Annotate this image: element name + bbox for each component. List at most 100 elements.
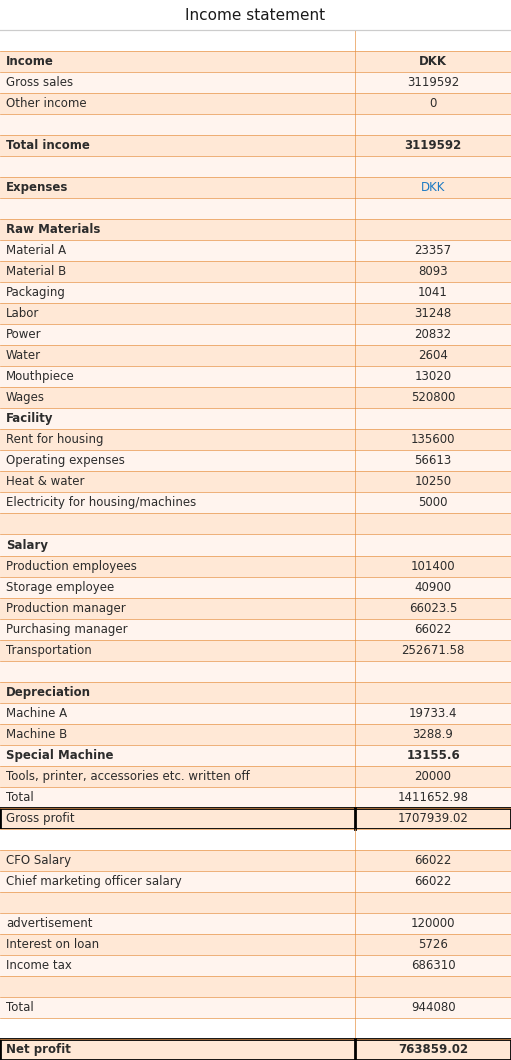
Bar [0,639,511,660]
Text: Salary: Salary [6,538,48,551]
Text: 20000: 20000 [414,770,452,782]
Text: 5726: 5726 [418,938,448,951]
Bar [0,1039,511,1060]
Text: 1707939.02: 1707939.02 [398,812,469,825]
Text: 3119592: 3119592 [404,139,462,153]
Text: Wages: Wages [6,391,45,404]
Text: Material A: Material A [6,244,66,258]
Text: 135600: 135600 [411,434,455,446]
Text: Total: Total [6,1001,34,1014]
Bar [0,135,511,156]
Text: Income tax: Income tax [6,959,72,972]
Bar [0,72,511,93]
Text: 120000: 120000 [411,917,455,930]
Text: 56613: 56613 [414,455,452,467]
Text: 101400: 101400 [411,560,455,572]
Bar [0,787,511,808]
Bar [0,472,511,493]
Text: Chief marketing officer salary: Chief marketing officer salary [6,874,182,888]
Text: 944080: 944080 [411,1001,455,1014]
Text: 763859.02: 763859.02 [398,1043,468,1056]
Bar [0,367,511,387]
Bar [0,303,511,324]
Bar [0,93,511,114]
Bar [0,387,511,408]
Text: DKK: DKK [421,181,445,194]
Text: 19733.4: 19733.4 [409,707,457,720]
Bar [0,765,511,787]
Bar [0,976,511,997]
Bar [0,219,511,241]
Bar [0,534,511,555]
Bar [0,30,511,51]
Text: 5000: 5000 [419,496,448,510]
Text: Material B: Material B [6,265,66,278]
Bar [0,955,511,976]
Text: 40900: 40900 [414,581,452,594]
Bar [0,429,511,450]
Bar [0,450,511,472]
Bar [0,324,511,346]
Bar [0,913,511,934]
Bar [0,493,511,513]
Text: 31248: 31248 [414,307,452,320]
Bar [0,997,511,1018]
Text: Interest on loan: Interest on loan [6,938,99,951]
Bar [0,177,511,198]
Text: 686310: 686310 [411,959,455,972]
Bar [0,1018,511,1039]
Text: Machine B: Machine B [6,727,67,741]
Text: Electricity for housing/machines: Electricity for housing/machines [6,496,196,510]
Text: CFO Salary: CFO Salary [6,853,71,867]
Text: Gross profit: Gross profit [6,812,75,825]
Bar [0,198,511,219]
Text: 1041: 1041 [418,286,448,299]
Bar [0,555,511,577]
Text: Gross sales: Gross sales [6,76,73,89]
Text: Operating expenses: Operating expenses [6,455,125,467]
Bar [0,682,511,703]
Text: 23357: 23357 [414,244,452,258]
Text: Facility: Facility [6,412,54,425]
Text: Transportation: Transportation [6,643,92,656]
Text: Packaging: Packaging [6,286,66,299]
Text: 0: 0 [429,98,437,110]
Bar [0,598,511,619]
Bar [0,282,511,303]
Bar [0,891,511,913]
Bar [0,513,511,534]
Text: 8093: 8093 [419,265,448,278]
Text: advertisement: advertisement [6,917,92,930]
Text: 66022: 66022 [414,874,452,888]
Bar [0,577,511,598]
Text: Water: Water [6,350,41,363]
Text: Total income: Total income [6,139,90,153]
Text: 13155.6: 13155.6 [406,748,460,762]
Bar [0,871,511,891]
Bar [0,850,511,871]
Bar [0,346,511,367]
Text: 13020: 13020 [414,370,452,384]
Text: 520800: 520800 [411,391,455,404]
Bar [0,660,511,682]
Text: Income: Income [6,55,54,68]
Text: Machine A: Machine A [6,707,67,720]
Bar [0,808,511,829]
Text: DKK: DKK [419,55,447,68]
Bar [0,829,511,850]
Text: 66022: 66022 [414,622,452,636]
Text: Production manager: Production manager [6,602,126,615]
Text: Purchasing manager: Purchasing manager [6,622,128,636]
Text: Tools, printer, accessories etc. written off: Tools, printer, accessories etc. written… [6,770,250,782]
Bar [0,156,511,177]
Text: Rent for housing: Rent for housing [6,434,104,446]
Text: Labor: Labor [6,307,39,320]
Text: 66022: 66022 [414,853,452,867]
Text: Net profit: Net profit [6,1043,71,1056]
Text: Depreciation: Depreciation [6,686,91,699]
Text: Mouthpiece: Mouthpiece [6,370,75,384]
Text: 20832: 20832 [414,329,452,341]
Text: Storage employee: Storage employee [6,581,114,594]
Bar [0,619,511,639]
Text: 66023.5: 66023.5 [409,602,457,615]
